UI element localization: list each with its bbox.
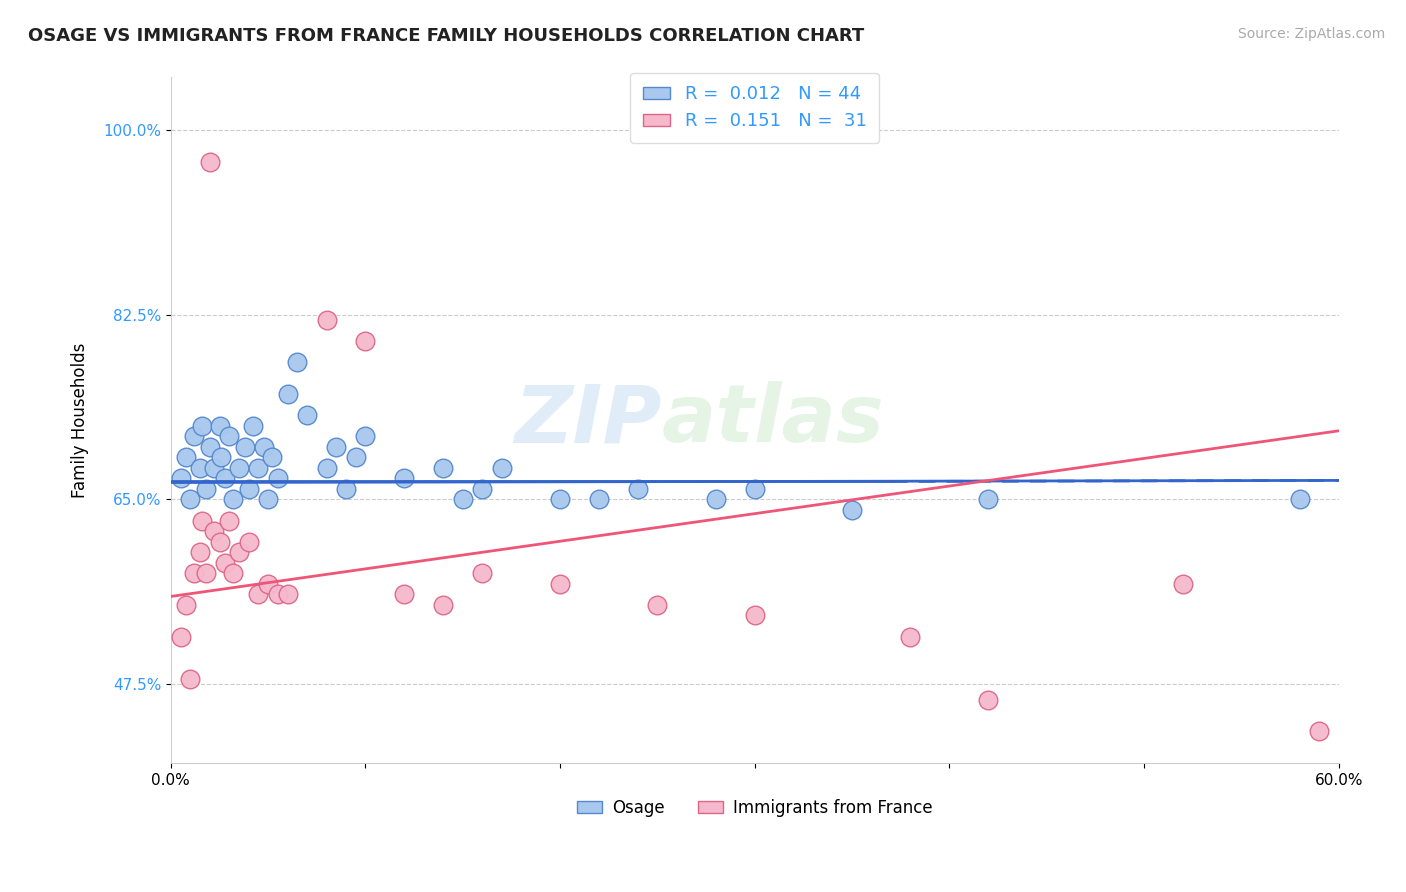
Point: [233, 440, 256, 454]
Point: [267, 587, 290, 601]
Text: OSAGE VS IMMIGRANTS FROM FRANCE FAMILY HOUSEHOLDS CORRELATION CHART: OSAGE VS IMMIGRANTS FROM FRANCE FAMILY H…: [28, 27, 865, 45]
Point: [179, 672, 201, 686]
Point: [208, 418, 231, 433]
Text: ZIP: ZIP: [515, 381, 661, 459]
Point: [176, 450, 198, 465]
Point: [900, 630, 922, 644]
Point: [1308, 724, 1330, 739]
Point: [191, 514, 214, 528]
Point: [238, 482, 260, 496]
Point: [325, 440, 347, 454]
Point: [183, 429, 205, 443]
Text: Source: ZipAtlas.com: Source: ZipAtlas.com: [1237, 27, 1385, 41]
Point: [169, 630, 191, 644]
Point: [471, 482, 494, 496]
Point: [198, 154, 221, 169]
Point: [548, 576, 571, 591]
Point: [451, 492, 474, 507]
Point: [647, 598, 669, 612]
Point: [315, 313, 337, 327]
Point: [183, 566, 205, 581]
Point: [222, 566, 245, 581]
Point: [315, 460, 337, 475]
Point: [188, 545, 211, 559]
Point: [211, 450, 233, 465]
Point: [295, 408, 318, 422]
Point: [247, 460, 270, 475]
Point: [277, 587, 299, 601]
Point: [208, 534, 231, 549]
Point: [1171, 576, 1194, 591]
Point: [228, 545, 250, 559]
Legend: Osage, Immigrants from France: Osage, Immigrants from France: [571, 792, 939, 823]
Point: [354, 334, 377, 348]
Text: atlas: atlas: [661, 381, 884, 459]
Point: [238, 534, 260, 549]
Point: [627, 482, 650, 496]
Point: [247, 587, 270, 601]
Point: [394, 471, 416, 485]
Point: [257, 576, 280, 591]
Point: [176, 598, 198, 612]
Point: [188, 460, 211, 475]
Point: [253, 440, 276, 454]
Point: [222, 492, 245, 507]
Point: [198, 440, 221, 454]
Point: [841, 503, 863, 517]
Point: [202, 524, 225, 538]
Point: [277, 387, 299, 401]
Point: [169, 471, 191, 485]
Point: [260, 450, 283, 465]
Point: [267, 471, 290, 485]
Point: [432, 460, 454, 475]
Point: [1288, 492, 1310, 507]
Point: [285, 355, 308, 369]
Point: [179, 492, 201, 507]
Point: [744, 608, 766, 623]
Point: [394, 587, 416, 601]
Point: [194, 566, 217, 581]
Point: [214, 556, 236, 570]
Point: [202, 460, 225, 475]
Point: [344, 450, 367, 465]
Point: [242, 418, 264, 433]
Y-axis label: Family Households: Family Households: [72, 343, 89, 498]
Point: [218, 429, 240, 443]
Point: [191, 418, 214, 433]
Point: [977, 492, 1000, 507]
Point: [548, 492, 571, 507]
Point: [432, 598, 454, 612]
Point: [354, 429, 377, 443]
Point: [744, 482, 766, 496]
Point: [704, 492, 727, 507]
Point: [218, 514, 240, 528]
Point: [977, 693, 1000, 707]
Point: [214, 471, 236, 485]
Point: [491, 460, 513, 475]
Point: [194, 482, 217, 496]
Point: [335, 482, 357, 496]
Point: [588, 492, 610, 507]
Point: [471, 566, 494, 581]
Point: [228, 460, 250, 475]
Point: [257, 492, 280, 507]
